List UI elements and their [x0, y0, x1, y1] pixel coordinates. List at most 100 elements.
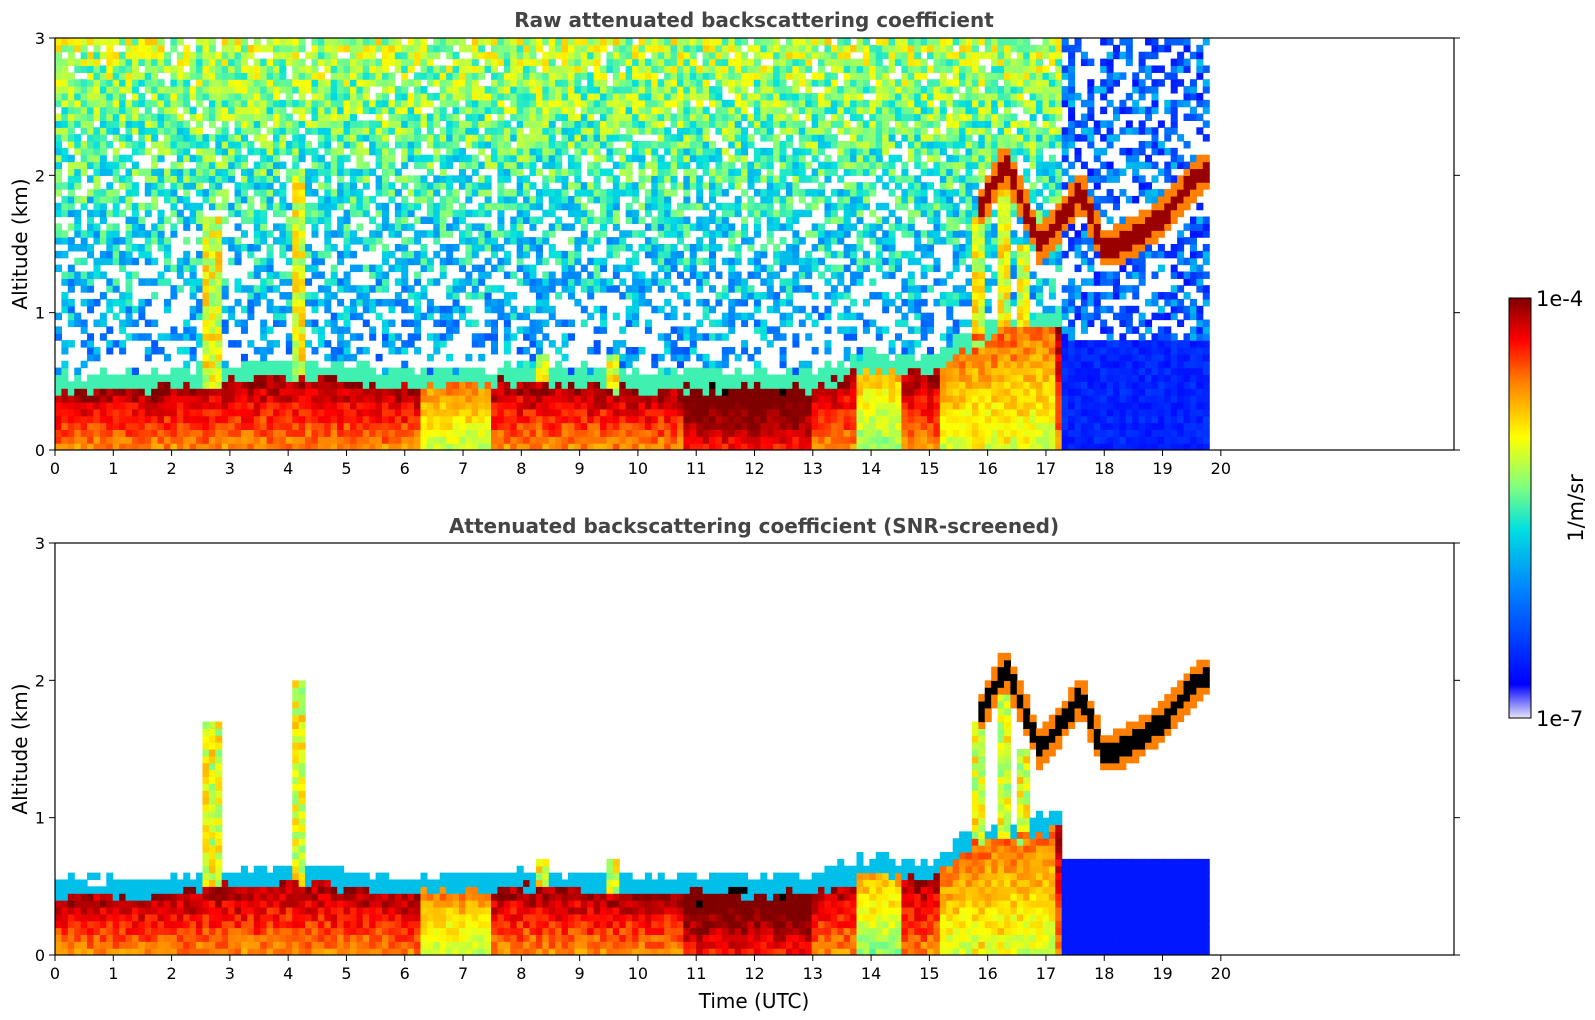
heatmap-cell	[151, 230, 159, 238]
heatmap-cell	[574, 161, 582, 170]
heatmap-cell	[292, 44, 300, 53]
heatmap-cell	[80, 92, 88, 101]
heatmap-cell	[74, 65, 82, 73]
heatmap-cell	[657, 278, 665, 286]
heatmap-cell	[151, 168, 159, 176]
heatmap-cell	[369, 415, 377, 424]
heatmap-cell	[292, 182, 300, 190]
heatmap-cell	[189, 182, 197, 190]
heatmap-cell	[317, 422, 325, 430]
heatmap-cell	[696, 367, 704, 376]
heatmap-cell	[600, 374, 608, 382]
heatmap-cell	[273, 360, 281, 369]
heatmap-cell	[702, 44, 710, 53]
heatmap-cell	[215, 422, 223, 430]
heatmap-cell	[234, 285, 242, 293]
heatmap-cell	[196, 312, 204, 321]
heatmap-cell	[484, 305, 492, 314]
heatmap-cell	[715, 292, 723, 300]
heatmap-cell	[574, 278, 582, 286]
heatmap-cell	[439, 408, 447, 417]
heatmap-cell	[247, 381, 255, 389]
heatmap-cell	[407, 147, 415, 156]
heatmap-cell	[298, 38, 306, 46]
heatmap-cell	[446, 161, 454, 170]
heatmap-cell	[208, 278, 216, 286]
heatmap-cell	[131, 99, 139, 108]
heatmap-cell	[676, 182, 684, 190]
heatmap-cell	[55, 374, 63, 382]
heatmap-cell	[407, 65, 415, 73]
heatmap-cell	[458, 415, 466, 424]
heatmap-cell	[497, 38, 505, 46]
heatmap-cell	[87, 271, 95, 279]
heatmap-cell	[721, 113, 729, 121]
heatmap-cell	[439, 44, 447, 53]
heatmap-cell	[458, 367, 466, 376]
heatmap-cell	[208, 374, 216, 382]
heatmap-cell	[240, 443, 248, 450]
heatmap-cell	[80, 285, 88, 293]
heatmap-cell	[324, 38, 332, 46]
heatmap-cell	[439, 271, 447, 279]
heatmap-cell	[253, 113, 261, 121]
heatmap-cell	[535, 168, 543, 176]
heatmap-cell	[510, 388, 518, 396]
heatmap-cell	[600, 388, 608, 396]
heatmap-cell	[55, 326, 63, 334]
heatmap-cell	[349, 401, 357, 410]
heatmap-cell	[709, 216, 717, 224]
heatmap-cell	[401, 415, 409, 424]
heatmap-cell	[240, 154, 248, 163]
heatmap-cell	[337, 374, 345, 382]
heatmap-cell	[196, 429, 204, 437]
heatmap-cell	[625, 141, 633, 149]
heatmap-cell	[260, 360, 268, 369]
heatmap-cell	[548, 113, 556, 121]
heatmap-cell	[619, 120, 627, 128]
heatmap-cell	[144, 79, 152, 87]
heatmap-cell	[394, 134, 402, 142]
heatmap-cell	[625, 353, 633, 362]
heatmap-cell	[317, 250, 325, 259]
heatmap-cell	[234, 134, 242, 142]
heatmap-cell	[99, 381, 107, 389]
heatmap-cell	[125, 312, 133, 321]
heatmap-cell	[80, 106, 88, 115]
heatmap-cell	[638, 388, 646, 396]
heatmap-cell	[516, 51, 524, 60]
heatmap-cell	[407, 292, 415, 300]
heatmap-cell	[292, 209, 300, 218]
heatmap-cell	[529, 388, 537, 396]
heatmap-cell	[324, 381, 332, 389]
heatmap-cell	[753, 92, 761, 101]
heatmap-cell	[279, 127, 287, 135]
heatmap-cell	[337, 408, 345, 417]
heatmap-cell	[99, 443, 107, 450]
heatmap-cell	[593, 99, 601, 108]
heatmap-cell	[670, 395, 678, 403]
heatmap-cell	[67, 202, 75, 211]
heatmap-cell	[170, 223, 178, 231]
heatmap-cell	[503, 65, 511, 73]
heatmap-cell	[362, 99, 370, 108]
heatmap-cell	[491, 120, 499, 128]
heatmap-cell	[343, 250, 351, 259]
heatmap-cell	[452, 127, 460, 135]
heatmap-cell	[426, 195, 434, 204]
heatmap-cell	[196, 367, 204, 376]
heatmap-cell	[93, 38, 101, 46]
heatmap-cell	[215, 340, 223, 348]
heatmap-cell	[240, 182, 248, 190]
heatmap-cell	[234, 422, 242, 430]
heatmap-cell	[433, 134, 441, 142]
heatmap-cell	[491, 436, 499, 444]
heatmap-cell	[215, 285, 223, 293]
heatmap-cell	[696, 147, 704, 156]
heatmap-cell	[170, 429, 178, 437]
heatmap-cell	[497, 161, 505, 170]
heatmap-cell	[561, 257, 569, 266]
heatmap-cell	[208, 388, 216, 396]
heatmap-cell	[311, 161, 319, 170]
heatmap-cell	[619, 443, 627, 450]
